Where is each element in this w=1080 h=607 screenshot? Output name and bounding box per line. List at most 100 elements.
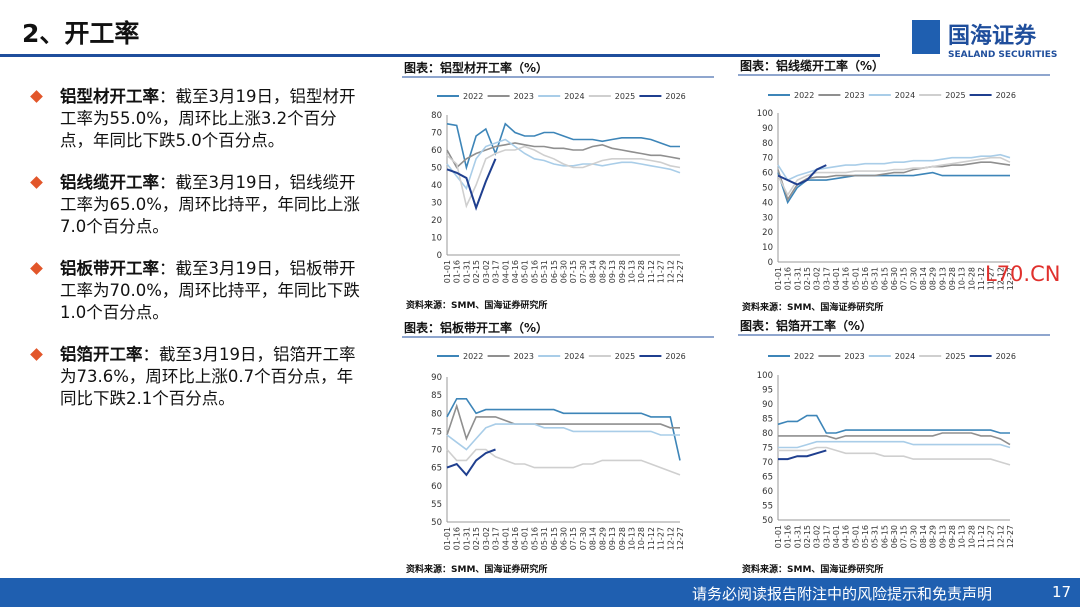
x-tick-label: 01-31 [462, 260, 471, 283]
x-tick-label: 05-16 [861, 267, 870, 290]
x-tick-label: 08-14 [589, 527, 598, 550]
series-line [446, 403, 680, 441]
x-tick-label: 12-12 [996, 525, 1005, 548]
bullet-lead: 铝板带开工率 [60, 259, 159, 278]
series-line [778, 446, 1011, 466]
logo-icon [912, 20, 940, 54]
y-tick-label: 50 [431, 164, 442, 174]
y-tick-label: 70 [431, 129, 442, 139]
x-tick-label: 08-29 [929, 525, 938, 548]
x-tick-label: 06-30 [560, 260, 569, 283]
y-tick-label: 70 [431, 446, 442, 456]
legend-label: 2023 [514, 352, 534, 361]
x-tick-label: 12-27 [676, 527, 685, 550]
legend-label: 2026 [996, 352, 1016, 361]
series-line [446, 158, 497, 211]
legend-label: 2026 [996, 91, 1016, 100]
bullet-lead: 铝箔开工率 [60, 345, 143, 364]
x-tick-label: 08-29 [929, 267, 938, 290]
series-line [446, 145, 681, 209]
y-tick-label: 90 [762, 400, 773, 410]
y-tick-label: 85 [762, 415, 773, 425]
x-tick-label: 05-31 [871, 267, 880, 290]
legend-label: 2025 [615, 352, 635, 361]
x-tick-label: 07-30 [909, 267, 918, 290]
series-line [778, 440, 1011, 449]
y-tick-label: 80 [762, 139, 773, 149]
y-tick-label: 90 [431, 373, 442, 383]
y-tick-label: 100 [757, 109, 773, 119]
legend-label: 2026 [665, 352, 685, 361]
y-tick-label: 80 [431, 111, 442, 121]
chart-source: 资料来源：SMM、国海证券研究所 [406, 563, 547, 575]
x-tick-label: 11-12 [977, 525, 986, 548]
bullet: 铝箔开工率：截至3月19日，铝箔开工率为73.6%，周环比上涨0.7个百分点，年… [30, 344, 362, 410]
y-tick-label: 85 [431, 391, 442, 401]
x-tick-label: 01-16 [453, 527, 462, 550]
x-tick-label: 08-29 [598, 527, 607, 550]
bullet-lead: 铝线缆开工率 [60, 173, 159, 192]
x-tick-label: 07-30 [579, 260, 588, 283]
x-tick-label: 05-31 [871, 525, 880, 548]
x-tick-label: 01-01 [774, 267, 783, 290]
series-line [446, 142, 681, 169]
x-tick-label: 08-14 [919, 525, 928, 548]
x-tick-label: 05-16 [530, 527, 539, 550]
x-tick-label: 09-28 [948, 525, 957, 548]
y-tick-label: 10 [431, 234, 442, 244]
title-rule [0, 54, 880, 57]
x-tick-label: 06-30 [560, 527, 569, 550]
x-tick-label: 07-15 [569, 260, 578, 283]
series-line [446, 448, 681, 476]
y-tick-label: 20 [431, 216, 442, 226]
legend-label: 2024 [564, 92, 584, 101]
x-tick-label: 01-16 [453, 260, 462, 283]
y-tick-label: 60 [431, 146, 442, 156]
x-tick-label: 02-15 [803, 525, 812, 548]
x-tick-label: 05-16 [861, 525, 870, 548]
watermark: L70.CN [985, 262, 1061, 286]
x-tick-label: 05-01 [851, 267, 860, 290]
x-tick-label: 03-02 [482, 260, 491, 283]
x-tick-label: 04-01 [501, 260, 510, 283]
bullet-text: ：截至3月19日，铝型材开工率为55.0%，周环比上涨3.2个百分点，年同比下跌… [60, 87, 356, 150]
x-tick-label: 04-16 [511, 527, 520, 550]
y-tick-label: 40 [762, 198, 773, 208]
x-tick-label: 06-15 [880, 267, 889, 290]
series-line [777, 164, 827, 186]
y-tick-label: 60 [762, 169, 773, 179]
x-tick-label: 02-15 [472, 260, 481, 283]
y-tick-label: 65 [431, 464, 442, 474]
x-tick-label: 09-28 [618, 527, 627, 550]
x-tick-label: 12-12 [996, 267, 1005, 290]
logo-text: 国海证券 [948, 24, 1037, 49]
legend-label: 2022 [794, 91, 814, 100]
x-tick-label: 10-28 [967, 267, 976, 290]
x-tick-label: 12-12 [666, 527, 675, 550]
x-tick-label: 05-16 [530, 260, 539, 283]
y-tick-label: 40 [431, 181, 442, 191]
x-tick-label: 10-13 [958, 267, 967, 290]
x-tick-label: 05-31 [540, 260, 549, 283]
chart-title: 图表：铝箔开工率（%） [740, 318, 872, 333]
x-tick-label: 09-28 [948, 267, 957, 290]
legend-label: 2025 [945, 352, 965, 361]
y-tick-label: 90 [762, 124, 773, 134]
x-tick-label: 04-16 [842, 525, 851, 548]
series-line [778, 449, 827, 461]
x-tick-label: 02-15 [472, 527, 481, 550]
series-line [777, 161, 1011, 202]
x-tick-label: 03-02 [813, 267, 822, 290]
bullet-text: ：截至3月19日，铝线缆开工率为65.0%，周环比持平，年同比上涨7.0个百分点… [60, 173, 360, 236]
legend-label: 2023 [844, 91, 864, 100]
y-tick-label: 70 [762, 458, 773, 468]
x-tick-label: 07-30 [909, 525, 918, 548]
y-tick-label: 20 [762, 228, 773, 238]
x-tick-label: 01-01 [443, 527, 452, 550]
series-line [446, 398, 681, 461]
x-tick-label: 09-13 [938, 267, 947, 290]
y-tick-label: 65 [762, 473, 773, 483]
y-tick-label: 95 [762, 386, 773, 396]
y-tick-label: 0 [437, 251, 442, 261]
